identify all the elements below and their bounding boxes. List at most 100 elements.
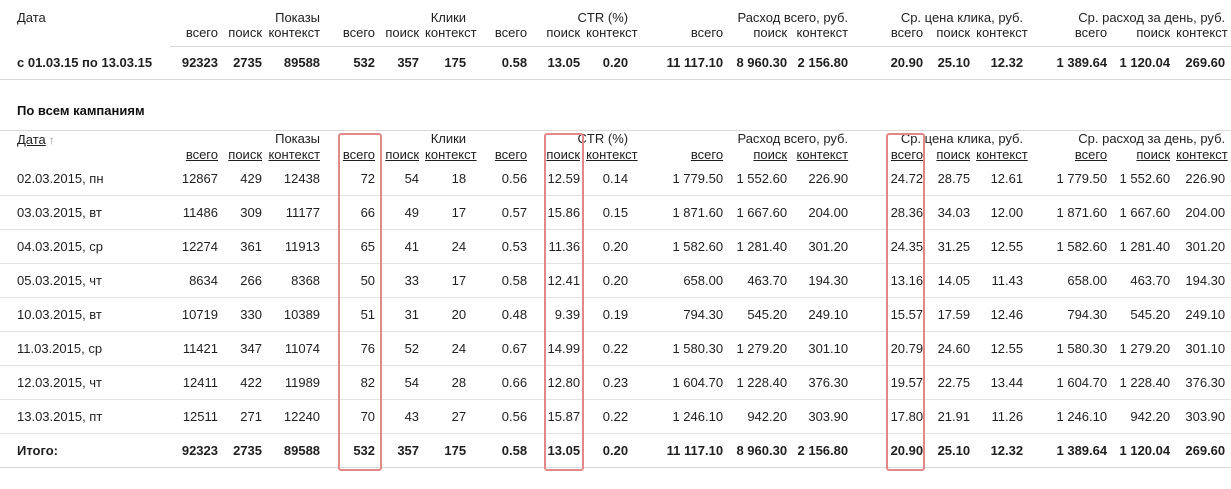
- sort-link-ctr-total[interactable]: всего: [494, 147, 528, 162]
- value-cell-cost-total: 11 117.10: [634, 46, 730, 80]
- value-cell-cost-total: 1 246.10: [634, 399, 730, 434]
- value-cell-avg-daily-cost-search: 463.70: [1113, 263, 1177, 298]
- sort-link-avg-daily-cost-search[interactable]: поиск: [1136, 147, 1171, 162]
- value-cell-avg-daily-cost-context: 301.10: [1176, 331, 1231, 366]
- value-cell-impressions-search: 361: [224, 229, 268, 264]
- sort-link-impressions-context[interactable]: контекст: [268, 147, 321, 162]
- value-cell-avg-cpc-context: 12.55: [976, 229, 1030, 264]
- value-cell-avg-cpc-total: 17.80: [854, 399, 930, 434]
- column-header-impressions-total[interactable]: всего: [170, 146, 224, 162]
- value-cell-ctr-search: 13.05: [533, 46, 587, 80]
- group-header-avg-cpc: Ср. цена клика, руб.: [900, 131, 1024, 146]
- column-header-avg-daily-cost-search[interactable]: поиск: [1113, 146, 1176, 162]
- group-header-impressions: Показы: [275, 131, 321, 146]
- date-cell: Итого:: [0, 433, 170, 468]
- statistics-report-page: Дата Показы Клики CTR (%) Расход всего, руб.…: [0, 10, 1231, 471]
- value-cell-cost-total: 658.00: [634, 263, 730, 298]
- sort-link-avg-cpc-context[interactable]: контекст: [976, 147, 1028, 162]
- column-header-avg-daily-cost-context: контекст: [1176, 24, 1231, 47]
- value-cell-impressions-total: 92323: [170, 46, 224, 80]
- value-cell-impressions-context: 11913: [268, 229, 327, 264]
- column-header-impressions-context[interactable]: контекст: [268, 146, 326, 162]
- value-cell-impressions-total: 11486: [170, 195, 224, 230]
- sort-link-cost-search[interactable]: поиск: [753, 147, 788, 162]
- value-cell-clicks-search: 33: [381, 263, 426, 298]
- date-cell: 02.03.2015, пн: [17, 171, 104, 186]
- column-header-impressions-search[interactable]: поиск: [224, 146, 268, 162]
- sort-link-avg-cpc-search[interactable]: поиск: [936, 147, 971, 162]
- sort-link-impressions-total[interactable]: всего: [185, 147, 218, 162]
- table-row: 12.03.2015, чт 12411 422 11989 82 54 28 0.66 12.…: [0, 365, 1231, 400]
- value-cell-avg-daily-cost-total: 1 389.64: [1029, 46, 1114, 80]
- sort-link-ctr-search[interactable]: поиск: [546, 147, 581, 162]
- column-header-ctr-context[interactable]: контекст: [586, 146, 638, 162]
- value-cell-cost-search: 1 552.60: [736, 171, 788, 186]
- value-cell-ctr-search: 12.41: [533, 263, 587, 298]
- value-cell-ctr-context: 0.20: [586, 433, 635, 468]
- sort-link-cost-context[interactable]: контекст: [796, 147, 849, 162]
- value-cell-cost-search: 1 279.20: [729, 331, 794, 366]
- column-header-cost-total[interactable]: всего: [634, 146, 729, 162]
- value-cell-avg-cpc-total: 20.90: [854, 433, 930, 468]
- value-cell-impressions-context: 10389: [268, 297, 327, 332]
- value-cell-cost-search: 8 960.30: [729, 46, 794, 80]
- sort-link-avg-cpc-total[interactable]: всего: [890, 147, 924, 162]
- value-cell-cost-context: 303.90: [793, 399, 855, 434]
- group-header-avg-daily-cost: Ср. расход за день, руб.: [1078, 131, 1226, 146]
- value-cell-impressions-context: 89588: [268, 46, 327, 80]
- column-header-ctr-search[interactable]: поиск: [533, 146, 586, 162]
- value-cell-impressions-total: 11421: [170, 331, 224, 366]
- value-cell-ctr-search: 9.39: [533, 297, 587, 332]
- value-cell-cost-context: 2 156.80: [793, 46, 855, 80]
- value-cell-avg-daily-cost-context: 269.60: [1176, 46, 1231, 80]
- summary-table: Дата Показы Клики CTR (%) Расход всего, руб.…: [0, 10, 1231, 80]
- value-cell-avg-daily-cost-total: 1 871.60: [1029, 195, 1114, 230]
- column-header-impressions-search: поиск: [224, 24, 268, 47]
- column-header-ctr-total[interactable]: всего: [472, 146, 533, 162]
- column-header-cost-context[interactable]: контекст: [793, 146, 854, 162]
- column-header-avg-cpc-context[interactable]: контекст: [976, 146, 1029, 162]
- column-header-clicks-context[interactable]: контекст: [425, 146, 477, 162]
- value-cell-impressions-context: 11177: [268, 195, 327, 230]
- column-header-avg-daily-cost-context[interactable]: контекст: [1176, 146, 1231, 162]
- value-cell-cost-total: 11 117.10: [634, 433, 730, 468]
- value-cell-ctr-total: 0.66: [472, 365, 534, 400]
- table-row: 05.03.2015, чт 8634 266 8368 50 33 17 0.58 12.41…: [0, 263, 1231, 298]
- sort-link-impressions-search[interactable]: поиск: [228, 147, 262, 162]
- column-header-clicks-context: контекст: [425, 24, 477, 47]
- campaigns-table-wrapper: Дата ↑ Показы Клики CTR (%) Расход всего, руб…: [0, 130, 1231, 471]
- value-cell-avg-daily-cost-total: 1 246.10: [1029, 399, 1114, 434]
- sort-link-avg-daily-cost-total[interactable]: всего: [1074, 147, 1108, 162]
- value-cell-avg-daily-cost-context: 269.60: [1176, 433, 1231, 468]
- column-header-cost-search[interactable]: поиск: [729, 146, 793, 162]
- campaigns-table: Дата ↑ Показы Клики CTR (%) Расход всего, руб…: [0, 131, 1231, 468]
- sort-link-cost-total[interactable]: всего: [690, 147, 724, 162]
- column-header-avg-cpc-search[interactable]: поиск: [929, 146, 976, 162]
- column-header-clicks-search[interactable]: поиск: [381, 146, 425, 162]
- sort-link-clicks-context[interactable]: контекст: [425, 147, 477, 162]
- value-cell-avg-daily-cost-total: 658.00: [1029, 263, 1114, 298]
- value-cell-impressions-context: 8368: [268, 263, 327, 298]
- header-group-row: Дата ↑ Показы Клики CTR (%) Расход всего, руб…: [0, 131, 1231, 148]
- value-cell-avg-cpc-search: 24.60: [929, 331, 977, 366]
- value-cell-clicks-total: 532: [326, 46, 382, 80]
- sort-link-avg-daily-cost-context[interactable]: контекст: [1176, 147, 1228, 162]
- value-cell-avg-daily-cost-search: 942.20: [1113, 399, 1177, 434]
- value-cell-cost-search: 8 960.30: [729, 433, 794, 468]
- campaigns-table-body: 02.03.2015, пн 12867 429 12438 72 54 18 0.56 12.…: [0, 162, 1231, 468]
- value-cell-cost-context: 194.30: [793, 263, 855, 298]
- sort-link-clicks-search[interactable]: поиск: [385, 147, 420, 162]
- date-cell: 04.03.2015, ср: [0, 229, 170, 264]
- date-sort-link[interactable]: Дата: [17, 132, 46, 147]
- sort-link-ctr-context[interactable]: контекст: [586, 147, 638, 162]
- column-header-clicks-search: поиск: [381, 24, 426, 47]
- table-row: 10.03.2015, вт 10719 330 10389 51 31 20 0.48 9.3…: [0, 297, 1231, 332]
- column-header-avg-daily-cost-total[interactable]: всего: [1029, 146, 1113, 162]
- column-header-clicks-total[interactable]: всего: [326, 146, 381, 162]
- column-header-avg-cpc-total[interactable]: всего: [854, 146, 929, 162]
- sort-link-clicks-total[interactable]: всего: [342, 147, 376, 162]
- table-row: 02.03.2015, пн 12867 429 12438 72 54 18 0.56 12.…: [0, 162, 1231, 196]
- value-cell-avg-daily-cost-context: 249.10: [1176, 297, 1231, 332]
- value-cell-clicks-context: 17: [425, 263, 473, 298]
- header-group-row: Дата Показы Клики CTR (%) Расход всего, руб.…: [0, 10, 1231, 24]
